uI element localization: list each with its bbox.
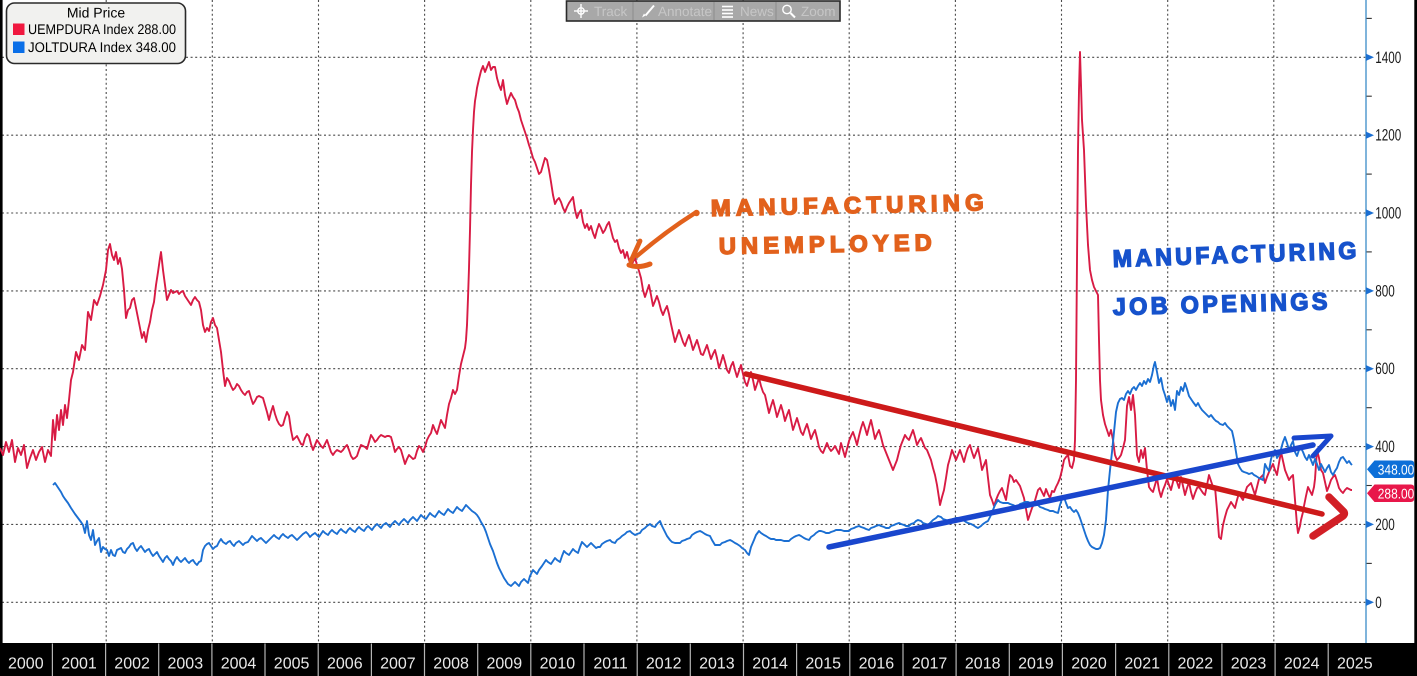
svg-text:UEMPDURA Index 288.00: UEMPDURA Index 288.00 (28, 21, 176, 37)
svg-text:2019: 2019 (1018, 656, 1054, 673)
svg-text:288.00: 288.00 (1378, 486, 1415, 502)
svg-text:Annotate: Annotate (658, 4, 712, 19)
svg-text:Track: Track (594, 4, 627, 19)
svg-text:800: 800 (1375, 282, 1395, 300)
svg-text:348.00: 348.00 (1378, 462, 1415, 478)
svg-text:UNEMPLOYED: UNEMPLOYED (719, 229, 937, 259)
svg-text:2010: 2010 (540, 656, 576, 673)
svg-text:JOB OPENINGS: JOB OPENINGS (1112, 288, 1331, 321)
svg-text:400: 400 (1375, 438, 1395, 456)
svg-text:Mid Price: Mid Price (67, 5, 126, 21)
svg-text:2011: 2011 (593, 656, 628, 673)
svg-text:2013: 2013 (699, 656, 735, 673)
svg-text:2009: 2009 (487, 656, 523, 673)
svg-text:2006: 2006 (327, 656, 363, 673)
svg-text:1200: 1200 (1375, 127, 1401, 145)
svg-text:2008: 2008 (433, 656, 469, 673)
svg-text:JOLTDURA Index 348.00: JOLTDURA Index 348.00 (28, 39, 176, 55)
svg-text:1400: 1400 (1375, 49, 1401, 67)
svg-text:200: 200 (1375, 516, 1395, 534)
svg-text:Zoom: Zoom (801, 4, 836, 19)
svg-text:2024: 2024 (1284, 656, 1320, 673)
svg-text:2002: 2002 (114, 656, 150, 673)
svg-text:2016: 2016 (859, 656, 895, 673)
svg-text:2015: 2015 (805, 656, 841, 673)
svg-text:2025: 2025 (1337, 656, 1373, 673)
svg-text:2021: 2021 (1124, 656, 1160, 673)
svg-text:2022: 2022 (1178, 656, 1214, 673)
svg-text:2012: 2012 (646, 656, 682, 673)
svg-text:1000: 1000 (1375, 205, 1401, 223)
svg-text:2018: 2018 (965, 656, 1001, 673)
svg-text:2020: 2020 (1071, 656, 1107, 673)
svg-text:2005: 2005 (274, 656, 310, 673)
svg-text:2003: 2003 (168, 656, 204, 673)
svg-text:600: 600 (1375, 360, 1395, 378)
svg-text:2001: 2001 (61, 656, 97, 673)
svg-text:0: 0 (1375, 594, 1382, 612)
svg-text:2014: 2014 (752, 656, 788, 673)
svg-text:2017: 2017 (912, 656, 948, 673)
svg-text:2023: 2023 (1231, 656, 1267, 673)
svg-text:2000: 2000 (8, 656, 44, 673)
svg-text:2007: 2007 (380, 656, 416, 673)
svg-text:2004: 2004 (221, 656, 257, 673)
svg-text:News: News (740, 4, 774, 19)
